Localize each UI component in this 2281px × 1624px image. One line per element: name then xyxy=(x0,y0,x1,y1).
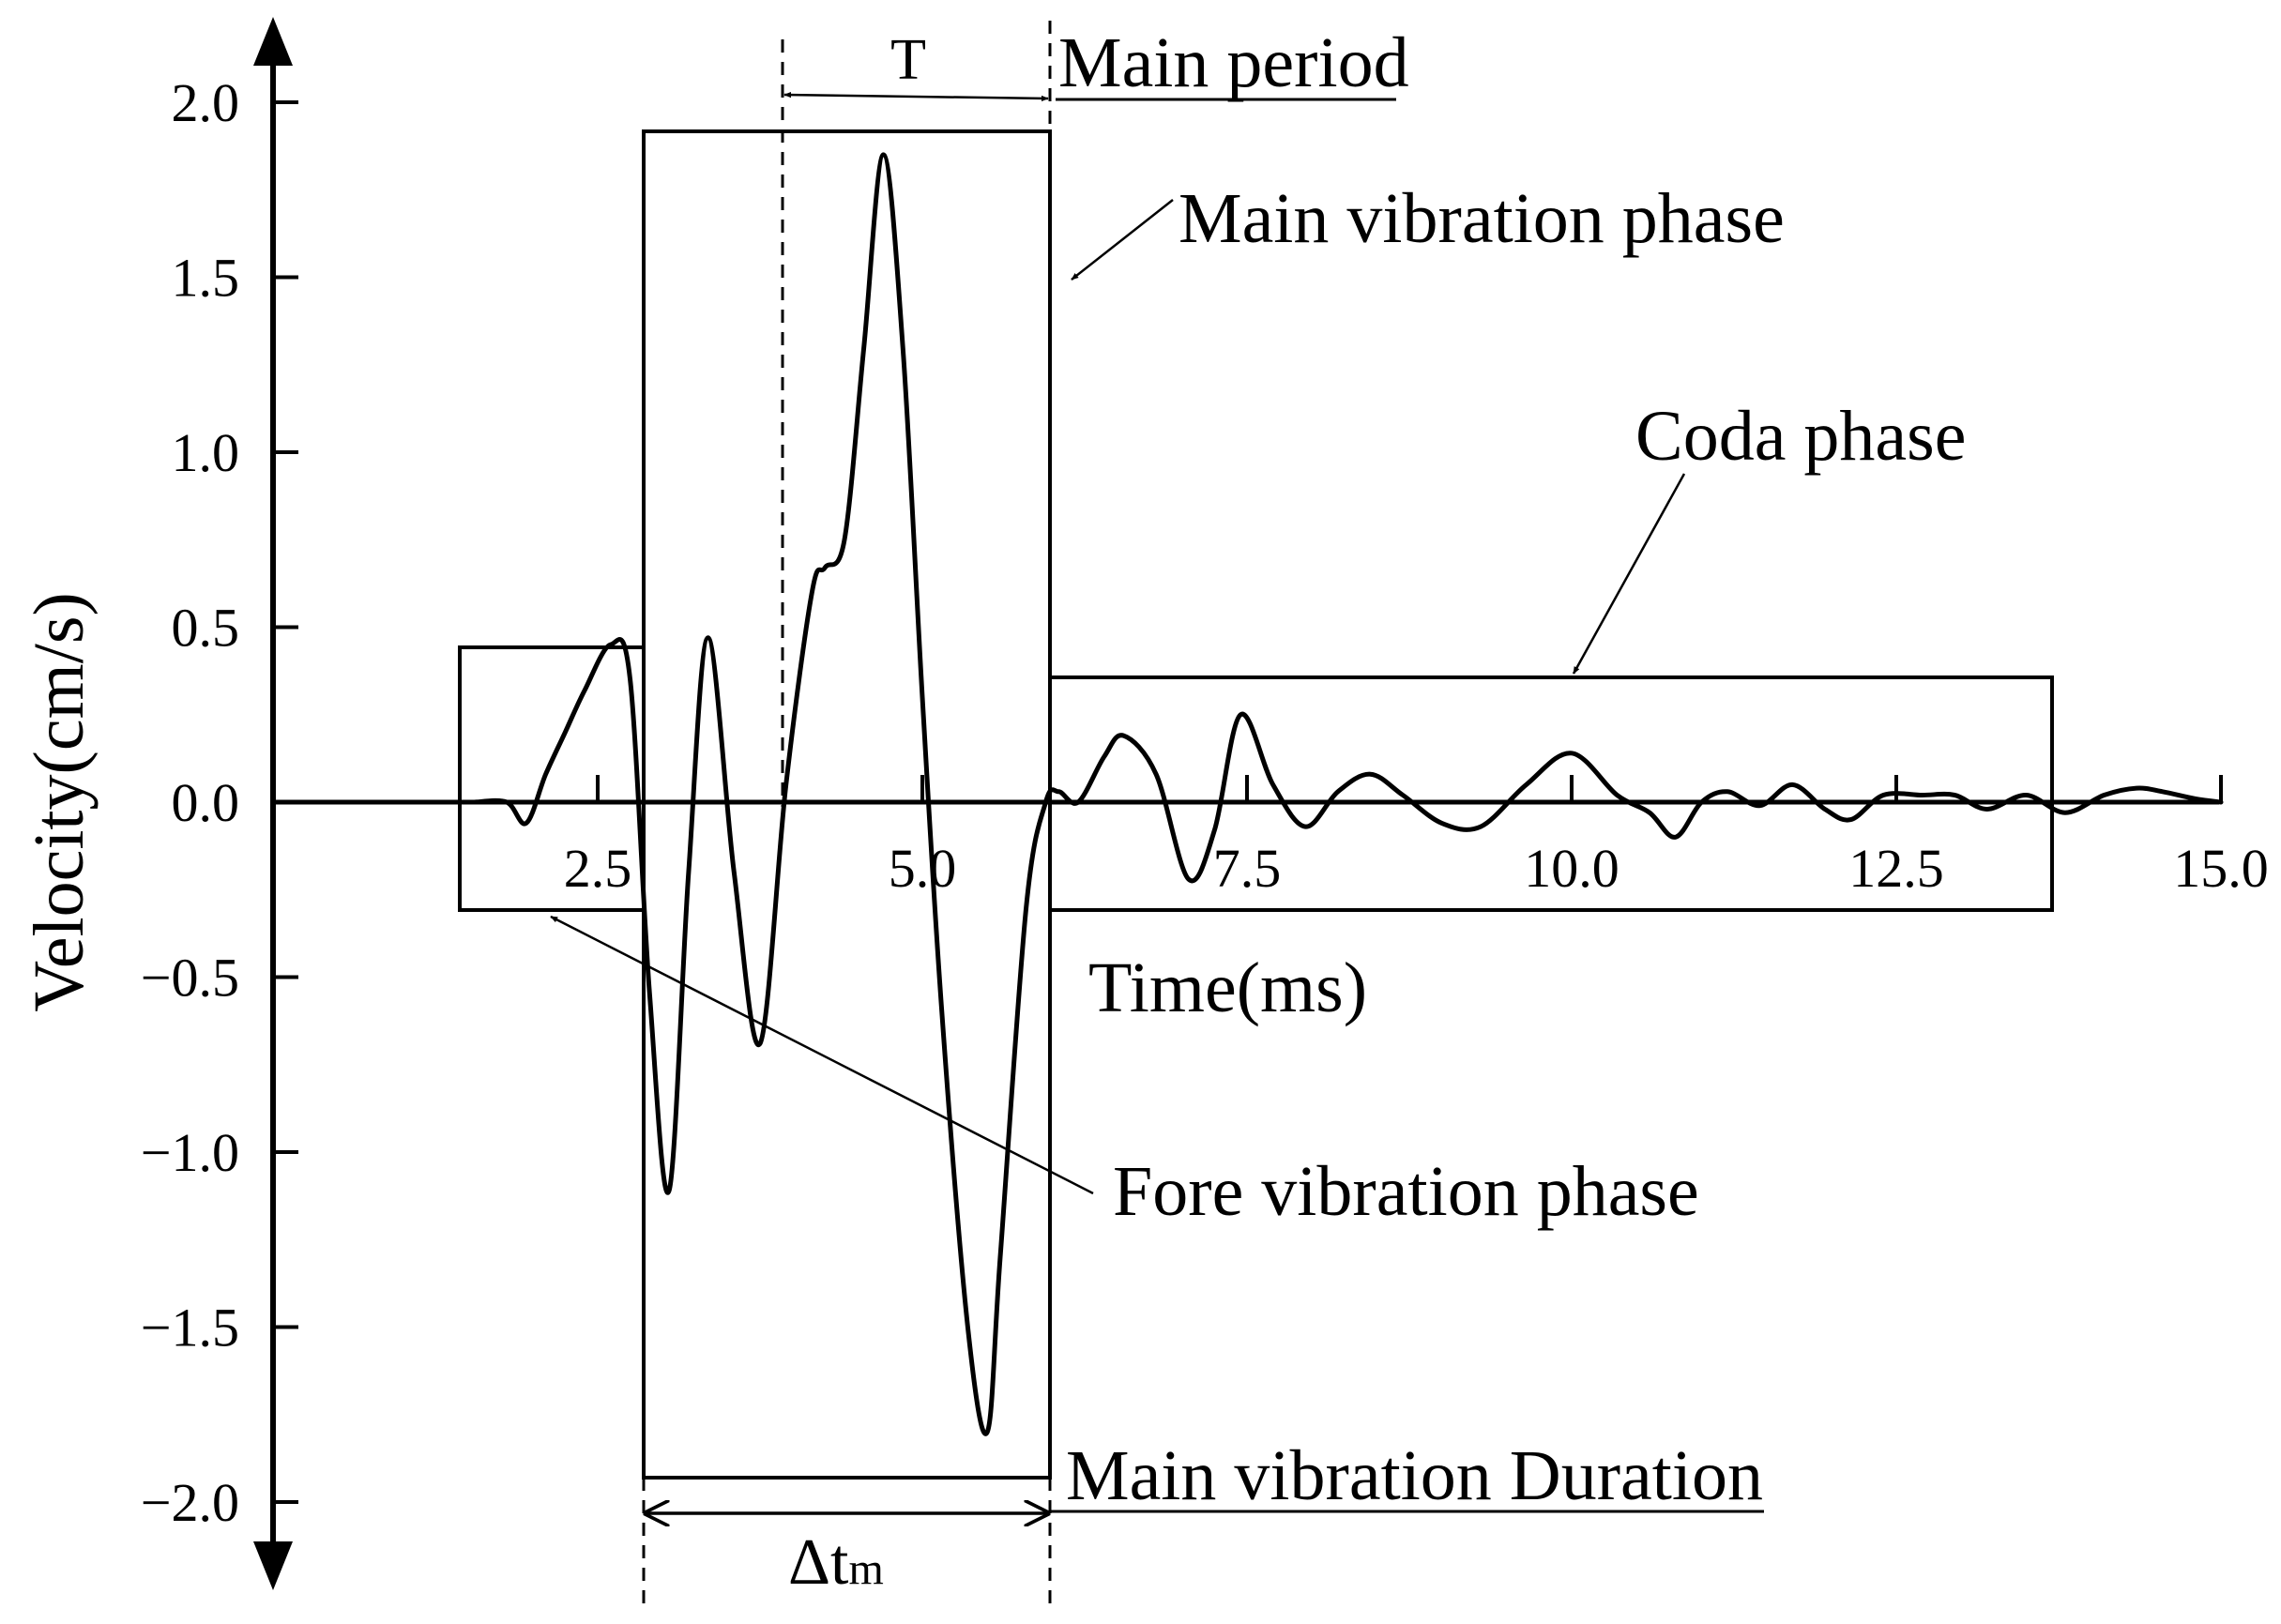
y-axis-bottom-arrow xyxy=(253,1541,293,1590)
coda-phase-label: Coda phase xyxy=(1635,397,1966,476)
x-tick-label: 10.0 xyxy=(1524,838,1620,899)
velocity-series-line xyxy=(472,152,2224,1436)
y-tick-label: −1.5 xyxy=(141,1298,239,1358)
main-phase-leader xyxy=(1071,199,1174,281)
fore-phase-leader xyxy=(550,915,1094,1195)
y-tick-label: −2.0 xyxy=(141,1472,239,1533)
duration-symbol-base: Δt xyxy=(788,1526,849,1599)
x-tick-label: 2.5 xyxy=(564,838,632,899)
x-axis-title: Time(ms) xyxy=(1088,949,1367,1027)
main-phase-label: Main vibration phase xyxy=(1179,179,1785,258)
y-tick-label: −0.5 xyxy=(141,948,239,1009)
y-tick-label: 2.0 xyxy=(172,72,240,133)
x-ticks: 2.5 5.0 7.5 10.0 12.5 15.0 xyxy=(564,775,2269,899)
y-axis-top-arrow xyxy=(253,17,293,66)
coda-phase-leader xyxy=(1572,473,1686,675)
duration-symbol-subscript: m xyxy=(848,1544,883,1594)
x-tick-label: 7.5 xyxy=(1213,838,1282,899)
period-symbol: T xyxy=(890,28,926,92)
fore-phase-label: Fore vibration phase xyxy=(1113,1152,1699,1231)
y-tick-label: 0.0 xyxy=(172,772,240,833)
y-axis-title: Velocity(cm/s) xyxy=(20,592,99,1011)
x-tick-label: 12.5 xyxy=(1848,838,1944,899)
duration-label: Main vibration Duration xyxy=(1066,1436,1763,1515)
x-tick-label: 5.0 xyxy=(889,838,957,899)
y-tick-label: 1.0 xyxy=(172,422,240,483)
period-arrow xyxy=(783,91,1049,102)
main-period-label: Main period xyxy=(1058,23,1409,102)
y-tick-label: 0.5 xyxy=(172,598,240,659)
y-tick-label: 1.5 xyxy=(172,248,240,309)
y-tick-label: −1.0 xyxy=(141,1122,239,1183)
x-tick-label: 15.0 xyxy=(2173,838,2269,899)
y-ticks: 2.0 1.5 1.0 0.5 0.0 −0.5 −1.0 −1.5 −2.0 xyxy=(141,72,298,1533)
duration-symbol: Δtm xyxy=(788,1526,884,1599)
